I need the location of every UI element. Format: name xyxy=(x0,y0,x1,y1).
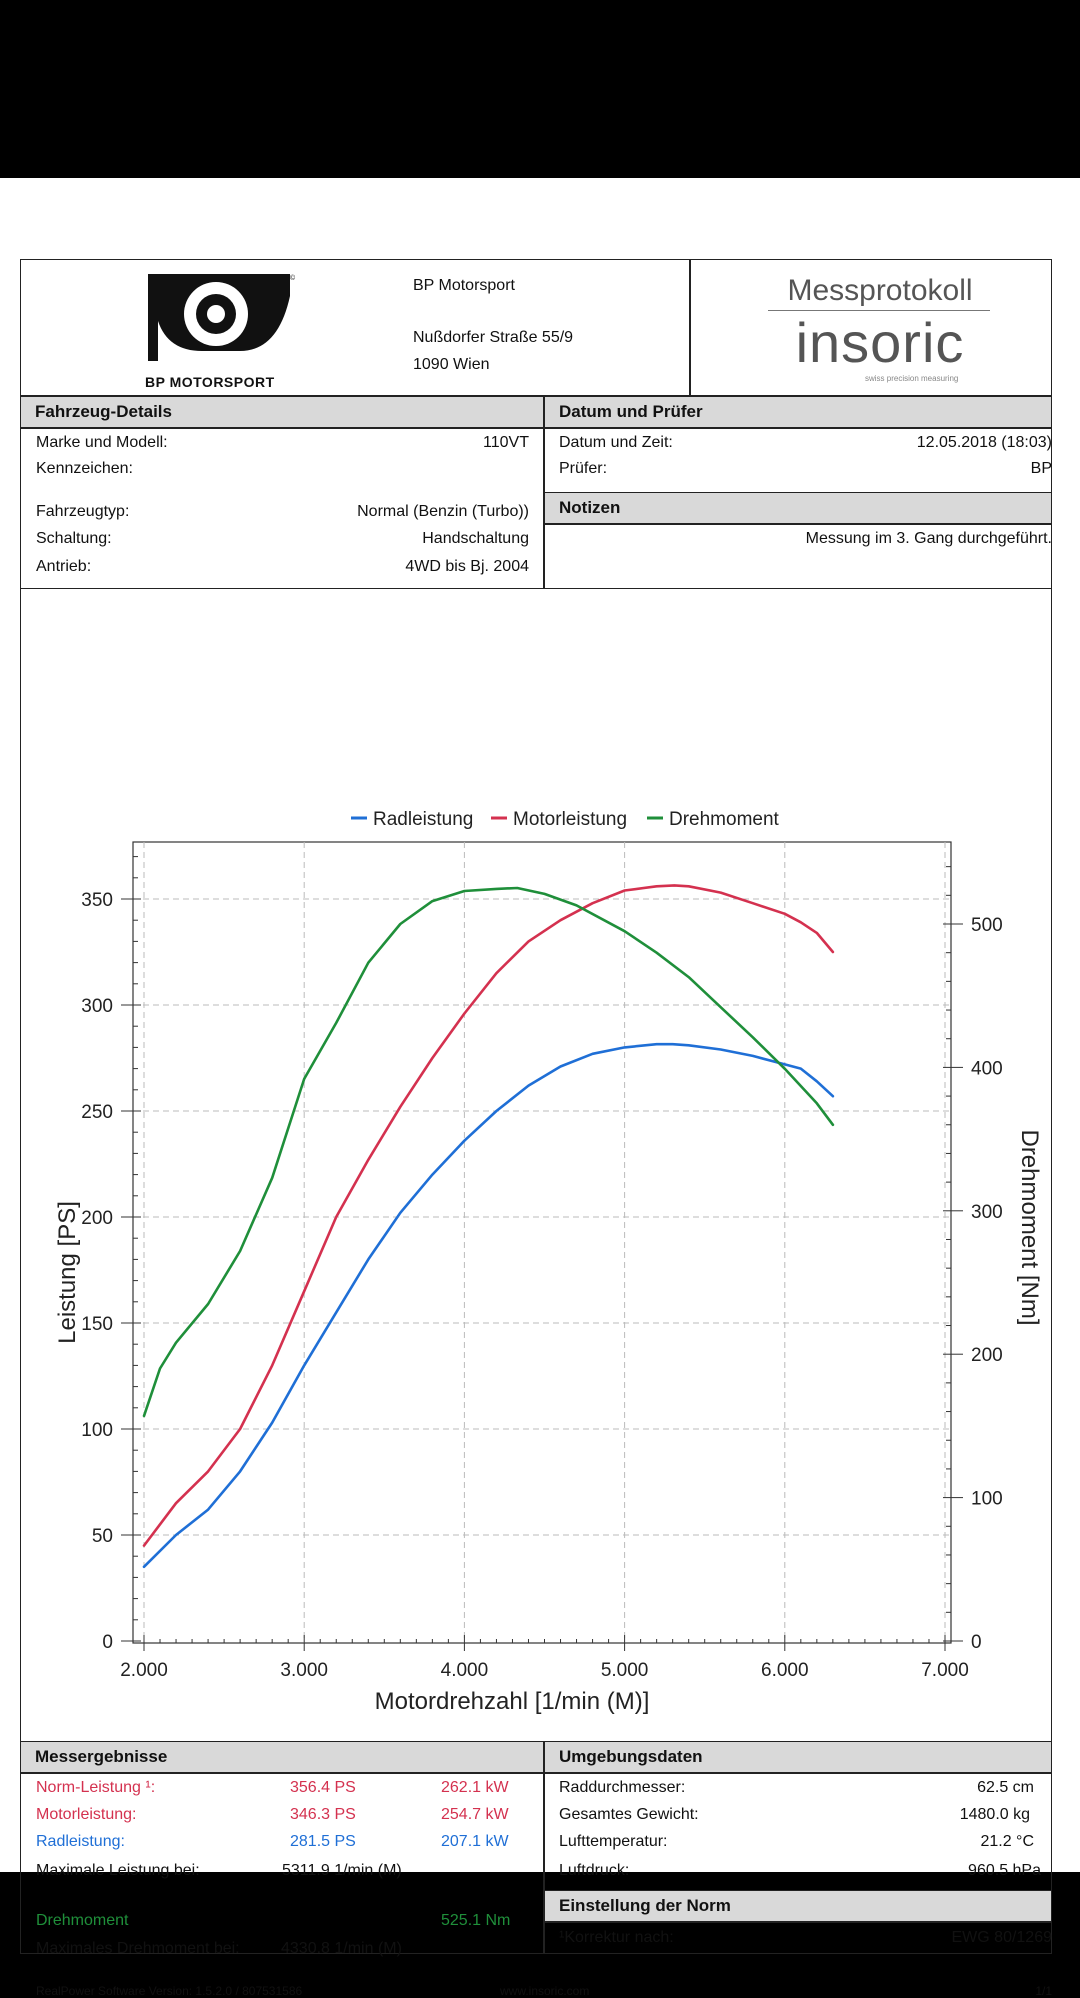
motor-power-kw: 254.7 kW xyxy=(441,1806,509,1823)
env-value-air-pressure: 960.5 hPa xyxy=(968,1862,1041,1879)
env-label-air-pressure: Luftdruck: xyxy=(559,1862,630,1879)
vehicle-value-drive: 4WD bis Bj. 2004 xyxy=(405,558,529,575)
wheel-power-kw: 207.1 kW xyxy=(441,1833,509,1850)
y2-axis-title: Drehmoment [Nm] xyxy=(1016,1129,1043,1325)
footer-website[interactable]: www.insoric.com xyxy=(500,1984,590,1998)
max-torque-label: Maximales Drehmoment bei: xyxy=(36,1940,240,1957)
wheel-power-label: Radleistung: xyxy=(36,1833,125,1850)
motor-power-label: Motorleistung: xyxy=(36,1806,137,1823)
vehicle-label-model: Marke und Modell: xyxy=(36,434,168,451)
legend-label-radleistung: Radleistung xyxy=(373,809,473,830)
date-value-datetime: 12.05.2018 (18:03) xyxy=(916,434,1052,451)
vehicle-section-title: Fahrzeug-Details xyxy=(21,397,543,427)
max-power-rpm: 5311.9 1/min (M) xyxy=(282,1862,402,1879)
legend-label-motorleistung: Motorleistung xyxy=(513,809,627,830)
vehicle-value-model: 110VT xyxy=(483,434,529,451)
y2-tick-label: 200 xyxy=(971,1345,1003,1366)
norm-power-label: Norm-Leistung ¹: xyxy=(36,1779,156,1796)
notes-section-title: Notizen xyxy=(545,493,1051,523)
vehicle-value-type: Normal (Benzin (Turbo)) xyxy=(357,503,529,520)
motor-power-ps: 346.3 PS xyxy=(290,1806,356,1823)
notes-text: Messung im 3. Gang durchgeführt. xyxy=(805,530,1052,547)
env-value-wheel-diameter: 62.5 cm xyxy=(977,1779,1034,1796)
svg-text:©: © xyxy=(290,274,296,282)
y-tick-label: 0 xyxy=(102,1632,113,1653)
norm-power-ps: 356.4 PS xyxy=(290,1779,356,1796)
env-value-air-temp: 21.2 °C xyxy=(980,1833,1034,1850)
legend-label-drehmoment: Drehmoment xyxy=(669,809,780,830)
date-section-title: Datum und Prüfer xyxy=(545,397,1051,427)
max-torque-rpm: 4330.8 1/min (M) xyxy=(281,1940,402,1957)
y-tick-label: 100 xyxy=(81,1420,113,1441)
protocol-page: © BP MOTORSPORT BP Motorsport Nußdorfer … xyxy=(0,178,1080,1998)
y2-tick-label: 300 xyxy=(971,1202,1003,1223)
insoric-brand: insoric xyxy=(795,311,965,374)
company-name: BP Motorsport xyxy=(413,277,515,294)
series-line-drehmoment xyxy=(142,886,835,1418)
y2-tick-label: 500 xyxy=(971,915,1003,936)
y2-tick-label: 0 xyxy=(971,1632,982,1653)
title-divider xyxy=(768,310,990,311)
header-box xyxy=(20,259,1052,396)
x-tick-label: 3.000 xyxy=(280,1660,328,1681)
y-tick-label: 250 xyxy=(81,1102,113,1123)
norm-value: EWG 80/1269 xyxy=(951,1929,1053,1946)
wheel-power-ps: 281.5 PS xyxy=(290,1833,356,1850)
y-tick-label: 150 xyxy=(81,1314,113,1335)
env-label-weight: Gesamtes Gewicht: xyxy=(559,1806,699,1823)
footer-page-number: 1/1 xyxy=(1035,1984,1052,1998)
series-line-motorleistung xyxy=(142,884,835,1547)
y-tick-label: 350 xyxy=(81,890,113,911)
env-label-wheel-diameter: Raddurchmesser: xyxy=(559,1779,686,1796)
date-label-datetime: Datum und Zeit: xyxy=(559,434,673,451)
env-value-weight: 1480.0 kg xyxy=(959,1806,1030,1823)
torque-value: 525.1 Nm xyxy=(441,1912,511,1929)
y-axis-title: Leistung [PS] xyxy=(54,1201,81,1344)
y-tick-label: 50 xyxy=(92,1526,113,1547)
insoric-tagline: swiss precision measuring xyxy=(865,374,959,383)
vehicle-value-transmission: Handschaltung xyxy=(422,530,529,547)
vehicle-label-transmission: Schaltung: xyxy=(36,530,112,547)
y-tick-label: 200 xyxy=(81,1208,113,1229)
torque-label: Drehmoment xyxy=(36,1912,129,1929)
norm-power-kw: 262.1 kW xyxy=(441,1779,509,1796)
document-title: Messprotokoll xyxy=(787,274,973,307)
power-torque-chart: 0 50 100 150 200 250 300 350 0 100 200 300 400 500 2.0… xyxy=(54,809,1043,1715)
x-tick-label: 4.000 xyxy=(441,1660,489,1681)
date-value-examiner: BP xyxy=(1030,460,1052,477)
x-tick-label: 6.000 xyxy=(761,1660,809,1681)
company-street: Nußdorfer Straße 55/9 xyxy=(413,329,574,346)
env-label-air-temp: Lufttemperatur: xyxy=(559,1833,668,1850)
company-city: 1090 Wien xyxy=(413,356,490,373)
bp-motorsport-logo: © xyxy=(148,274,296,361)
x-tick-label: 5.000 xyxy=(601,1660,649,1681)
company-logo-text: BP MOTORSPORT xyxy=(145,374,275,390)
results-section-title: Messergebnisse xyxy=(21,1742,543,1772)
series-line-radleistung xyxy=(142,1042,835,1569)
y2-tick-label: 100 xyxy=(971,1489,1003,1510)
plot-frame xyxy=(132,841,952,1644)
date-label-examiner: Prüfer: xyxy=(559,460,608,477)
x-tick-label: 2.000 xyxy=(120,1660,168,1681)
y-tick-label: 300 xyxy=(81,996,113,1017)
environment-section-title: Umgebungsdaten xyxy=(545,1742,1051,1772)
norm-label: ¹Korrektur nach: xyxy=(559,1929,674,1946)
max-power-label: Maximale Leistung bei: xyxy=(36,1862,200,1879)
vehicle-label-type: Fahrzeugtyp: xyxy=(36,503,130,520)
y2-tick-label: 400 xyxy=(971,1058,1003,1079)
norm-section-title: Einstellung der Norm xyxy=(545,1891,1051,1921)
vehicle-label-plate: Kennzeichen: xyxy=(36,460,133,477)
vehicle-label-drive: Antrieb: xyxy=(36,558,92,575)
x-tick-label: 7.000 xyxy=(921,1660,969,1681)
x-axis-title: Motordrehzahl [1/min (M)] xyxy=(375,1688,650,1715)
footer-software: RealPower Software Version: 1.5.2.0 / 80… xyxy=(36,1984,303,1998)
